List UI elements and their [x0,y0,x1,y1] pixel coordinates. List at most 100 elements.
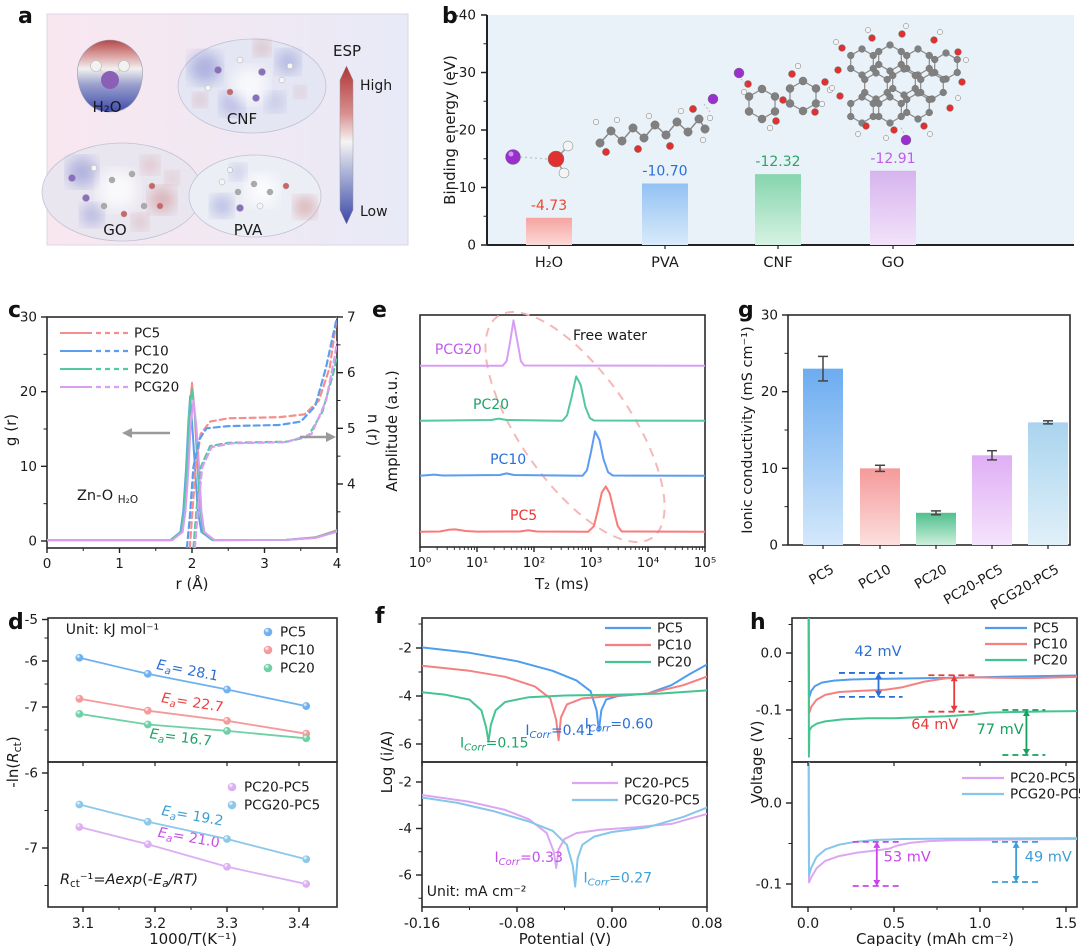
esp-map-pva [188,154,322,238]
fit-line-PC20 [78,713,308,740]
svg-text:30: 30 [20,309,37,325]
svg-text:-4: -4 [399,821,412,837]
svg-text:10¹: 10¹ [466,555,489,571]
axis-arrows [122,428,336,442]
svg-text:PC10: PC10 [856,562,894,593]
bar-PC10 [860,468,900,545]
svg-text:4: 4 [333,556,342,572]
svg-text:GO: GO [103,221,126,239]
series-PC20 [422,689,707,743]
svg-text:g (r): g (r) [2,414,20,446]
svg-text:Low: Low [360,204,388,220]
svg-text:PC5: PC5 [280,625,306,641]
svg-text:-0.16: -0.16 [404,916,440,932]
svg-text:42 mV: 42 mV [854,644,901,660]
panel-label-d: d [8,610,24,635]
svg-text:PC5: PC5 [134,326,160,342]
bar-GO [870,170,916,245]
bar-H₂O [526,217,572,245]
svg-text:ICorr=0.60: ICorr=0.60 [585,716,654,734]
legend-top: PC5 PC10 PC20 [263,625,315,677]
svg-text:PC10: PC10 [280,643,315,659]
bar-PC20-PC5 [972,455,1012,545]
svg-text:7: 7 [347,310,356,326]
svg-text:-5: -5 [25,612,38,628]
svg-text:4: 4 [347,476,356,492]
svg-text:Binding energy (eV): Binding energy (eV) [441,55,459,205]
svg-text:10: 10 [761,461,778,477]
overpotential-49mV: 49 mV [992,840,1072,883]
bar-PC5 [803,368,843,545]
svg-text:49 mV: 49 mV [1025,849,1072,865]
svg-text:PCG20-PC5: PCG20-PC5 [1010,787,1080,803]
svg-text:PC20: PC20 [1033,653,1068,669]
svg-text:PC10: PC10 [134,344,169,360]
svg-text:0: 0 [467,238,476,254]
n-series-PC5 [188,317,337,548]
esp-map-go [41,142,203,242]
svg-text:CNF: CNF [763,255,792,271]
svg-text:Ea= 16.7: Ea= 16.7 [148,726,212,751]
svg-text:1.0: 1.0 [969,916,991,932]
svg-text:PC5: PC5 [806,562,837,589]
svg-text:-12.32: -12.32 [755,154,800,170]
svg-text:-2: -2 [399,775,412,791]
series-PC20 [420,375,705,422]
svg-text:0.5: 0.5 [883,916,905,932]
overpotential-64mV: 64 mV [911,674,979,733]
svg-text:PCG20-PC5: PCG20-PC5 [624,793,700,809]
svg-text:-4.73: -4.73 [531,198,567,214]
series-PC20 [807,618,1077,758]
molecules [505,23,969,179]
svg-text:10: 10 [20,459,37,475]
molecule-go [829,23,969,146]
svg-text:0.00: 0.00 [596,916,627,932]
series-PC10 [807,618,1077,715]
panel-g-conductivity: 0 10 20 30 Ionic conductivity (mS cm⁻¹) PC5 PC… [740,308,1071,614]
panel-label-h: h [750,610,766,635]
svg-text:0.0: 0.0 [761,646,782,662]
n-series-PCG20 [193,340,337,548]
molecule-pva [592,93,719,156]
svg-text:3.4: 3.4 [288,916,310,932]
series-PC5 [422,646,707,732]
svg-text:PC10: PC10 [1033,637,1068,653]
svg-text:1000/T(K⁻¹): 1000/T(K⁻¹) [149,930,237,946]
svg-text:1.5: 1.5 [1055,916,1077,932]
svg-text:10⁰: 10⁰ [409,555,432,571]
esp-colorbar: ESP High Low [333,42,392,225]
esp-map-cnf [177,38,327,134]
esp-map-h2o [77,39,143,113]
svg-text:PVA: PVA [651,255,679,271]
svg-text:PCG20-PC5: PCG20-PC5 [244,798,320,814]
overpotential-42mV: 42 mV [838,644,903,698]
svg-text:Capacity (mAh cm⁻²): Capacity (mAh cm⁻²) [856,930,1014,946]
legend-bottom: PC20-PC5 PCG20-PC5 [227,780,320,814]
overpotential-77mV: 77 mV [977,709,1046,756]
bar-PVA [642,183,688,245]
svg-text:3.2: 3.2 [144,916,166,932]
svg-text:-4: -4 [399,689,412,705]
series-PCG20-PC5 [807,762,1077,877]
svg-text:PC5: PC5 [657,621,683,637]
svg-text:10³: 10³ [580,555,603,571]
panel-a-esp-maps: H₂O CNF GO PVA ESP High Low [41,13,409,246]
panel-d-arrhenius: -5-6-7Ea= 28.1Ea= 22.7Ea= 16.7-6-7Ea= 21… [4,612,338,946]
svg-text:3.1: 3.1 [72,916,94,932]
panel-label-e: e [372,298,387,323]
svg-text:n (r): n (r) [364,414,382,446]
svg-text:-40: -40 [454,8,476,24]
panel-label-b: b [442,4,458,29]
svg-text:ICorr=0.41: ICorr=0.41 [525,723,594,741]
svg-text:ESP: ESP [333,42,361,60]
svg-text:PC20: PC20 [657,655,692,671]
svg-text:H₂O: H₂O [92,98,121,116]
free-water-ellipse [484,311,666,543]
svg-text:High: High [360,78,392,94]
svg-text:Amplitude (a.u.): Amplitude (a.u.) [383,370,401,492]
series-PC10 [420,430,705,477]
bar-PCG20-PC5 [1028,422,1068,545]
svg-text:Log (i/A): Log (i/A) [378,731,396,794]
